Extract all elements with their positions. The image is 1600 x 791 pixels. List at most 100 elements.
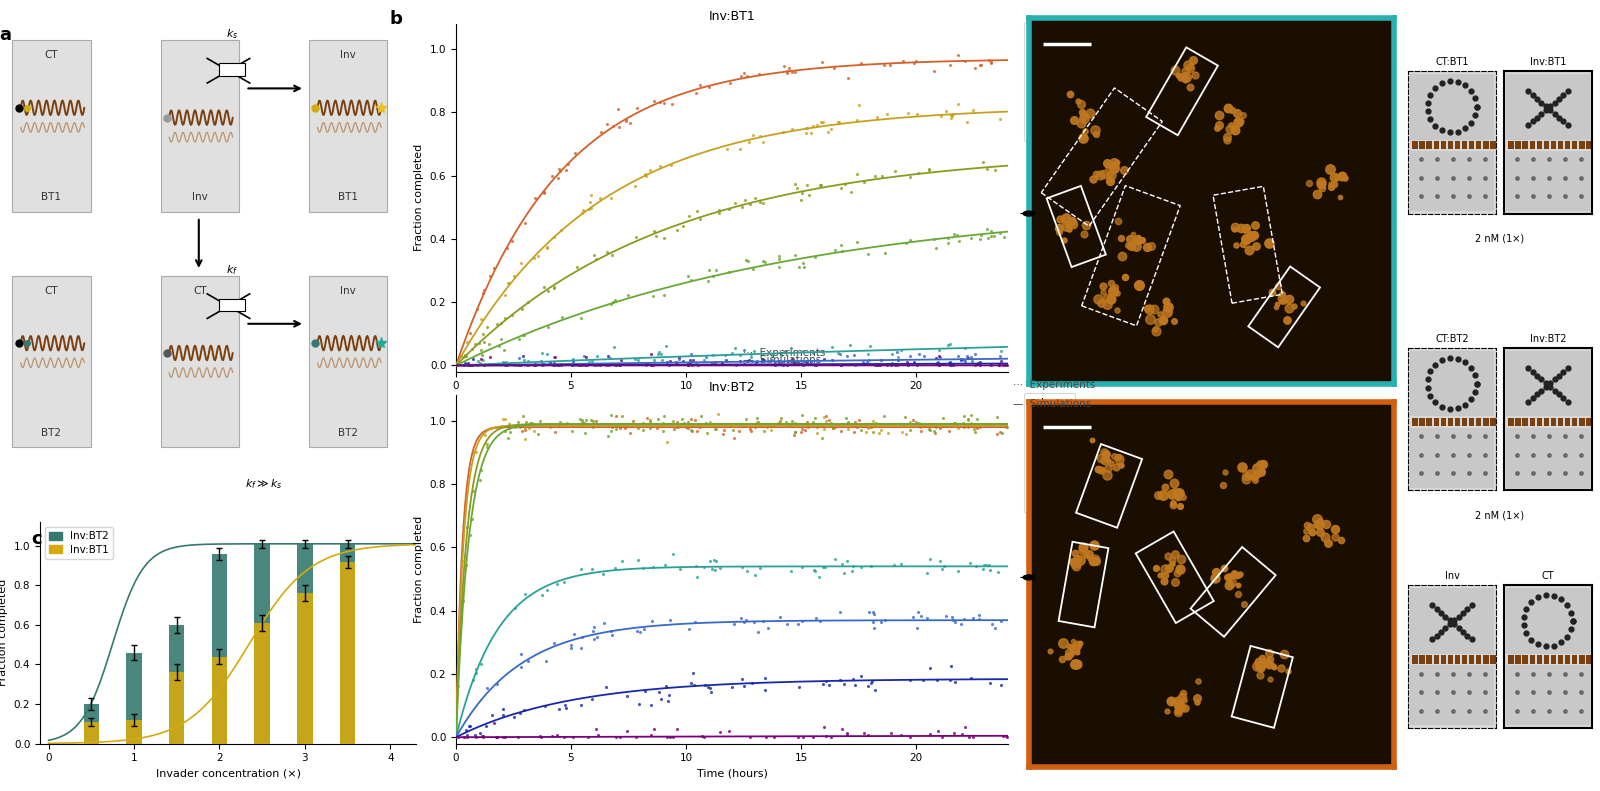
Point — [829, 558, 854, 570]
Point — [842, 349, 867, 361]
Point — [878, 359, 904, 372]
Point — [571, 350, 597, 362]
Point — [843, 679, 869, 692]
Point — [787, 193, 813, 206]
Bar — [126, 653, 142, 744]
Point — [885, 354, 910, 366]
Point — [774, 66, 800, 79]
Point — [648, 692, 674, 705]
Point — [926, 359, 952, 372]
Point — [763, 359, 789, 372]
Point — [530, 359, 555, 372]
Point — [459, 513, 485, 525]
Point — [685, 359, 710, 372]
Point — [835, 415, 861, 428]
Point — [530, 358, 555, 370]
Point — [958, 409, 984, 422]
Point — [882, 358, 907, 371]
Point — [552, 698, 578, 711]
Point — [506, 416, 531, 429]
Point — [477, 270, 502, 282]
Legend: Inv:BT2, Inv:BT1: Inv:BT2, Inv:BT1 — [45, 528, 114, 558]
Point — [946, 350, 971, 362]
Point — [688, 410, 714, 422]
Point — [715, 202, 741, 215]
Point — [739, 355, 765, 368]
Point — [987, 426, 1013, 438]
Point — [931, 358, 957, 371]
Point — [774, 64, 800, 77]
Bar — [1565, 141, 1571, 149]
Point — [488, 316, 514, 329]
Point — [856, 248, 882, 260]
Point — [898, 170, 923, 183]
Point — [691, 561, 717, 573]
Point — [466, 355, 491, 368]
Point — [899, 413, 925, 426]
Point — [539, 169, 565, 182]
Point — [528, 730, 554, 743]
Point — [766, 416, 792, 429]
Point — [558, 418, 584, 431]
Point — [858, 676, 883, 689]
Point — [494, 359, 520, 372]
Point — [878, 357, 904, 369]
Point — [750, 425, 776, 437]
Point — [614, 690, 640, 702]
Point — [851, 419, 877, 432]
Point — [786, 358, 811, 370]
Point — [699, 563, 725, 576]
Point — [938, 338, 963, 350]
Point — [938, 359, 963, 372]
Point — [778, 418, 803, 431]
Point — [882, 559, 907, 572]
Point — [973, 558, 998, 571]
Point — [510, 329, 536, 342]
Point — [771, 59, 797, 72]
Point — [946, 422, 971, 434]
Point — [883, 346, 909, 358]
Point — [640, 290, 666, 303]
Point — [894, 107, 920, 119]
Point — [939, 109, 965, 122]
Point — [675, 359, 701, 372]
Point — [802, 565, 827, 577]
Bar — [1434, 141, 1440, 149]
Point — [925, 725, 950, 737]
Point — [715, 725, 741, 738]
Point — [750, 354, 776, 366]
Point — [493, 312, 518, 324]
Point — [773, 416, 798, 429]
Bar — [1434, 655, 1440, 664]
Point — [840, 672, 866, 685]
Point — [757, 420, 782, 433]
Point — [789, 561, 814, 573]
Point — [814, 125, 840, 138]
Point — [638, 348, 664, 361]
Point — [565, 260, 590, 273]
Point — [942, 615, 968, 628]
Bar — [1586, 655, 1592, 664]
Point — [782, 248, 808, 261]
Point — [720, 424, 746, 437]
Point — [570, 419, 595, 432]
Bar — [1571, 141, 1578, 149]
Point — [472, 428, 498, 441]
Point — [486, 339, 512, 352]
Point — [960, 612, 986, 625]
Point — [779, 123, 805, 136]
Point — [800, 347, 826, 360]
Point — [491, 357, 517, 369]
Point — [677, 357, 702, 369]
Point — [843, 359, 869, 372]
Point — [738, 347, 763, 360]
Point — [736, 255, 762, 267]
Point — [693, 679, 718, 691]
Bar — [298, 593, 312, 744]
Point — [803, 119, 829, 131]
Point — [782, 426, 808, 438]
Point — [934, 339, 960, 351]
Point — [717, 420, 742, 433]
Bar — [1565, 655, 1571, 664]
Bar — [1523, 141, 1528, 149]
